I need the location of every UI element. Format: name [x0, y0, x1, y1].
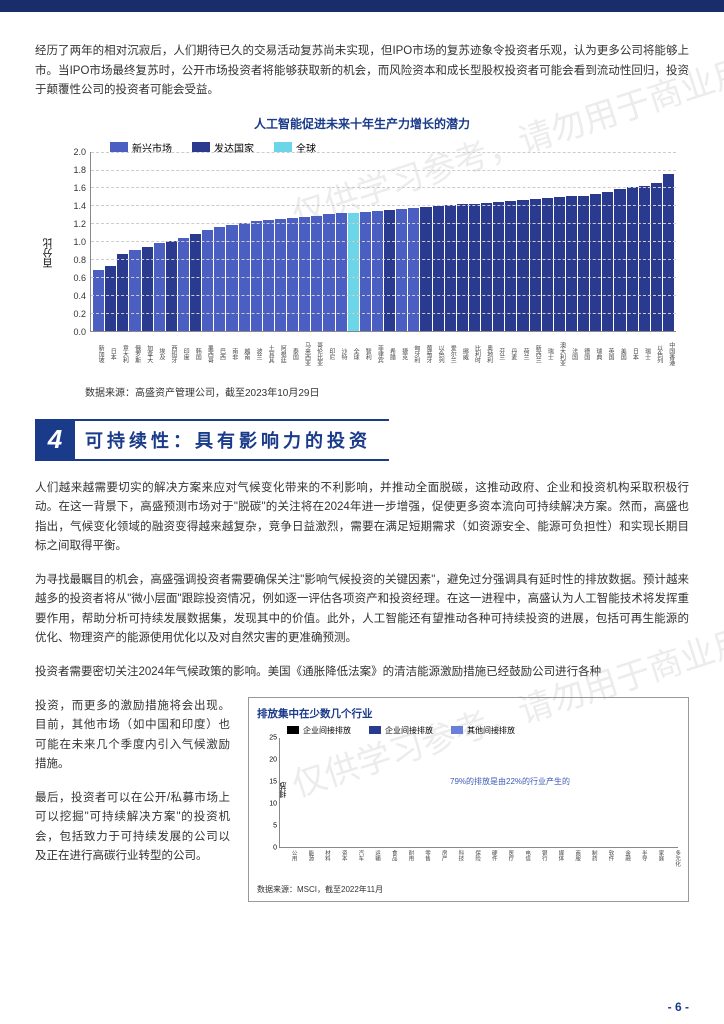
chart2-source: 数据来源：MSCI，截至2022年11月	[257, 884, 680, 895]
page-number: - 6 -	[668, 1000, 689, 1014]
chart1-source: 数据来源：高盛资产管理公司，截至2023年10月29日	[85, 384, 689, 399]
body-paragraph: 最后，投资者可以在公开/私募市场上可以挖掘"可持续解决方案"的投资机会，包括致力…	[35, 789, 230, 867]
chart2: 排放集中在少数几个行业 企业间接排放企业间接排放其他间接排放 排放 051015…	[248, 697, 689, 902]
chart2-legend: 企业间接排放企业间接排放其他间接排放	[287, 725, 680, 736]
intro-paragraph: 经历了两年的相对沉寂后，人们期待已久的交易活动复苏尚未实现，但IPO市场的复苏迹…	[35, 42, 689, 101]
chart1-ylabel: 百分比	[42, 238, 57, 268]
section-title: 可持续性：具有影响力的投资	[75, 419, 389, 461]
chart2-yaxis: 0510152025	[257, 738, 277, 848]
chart1-yaxis: 0.00.20.40.60.81.01.21.41.61.82.0	[58, 152, 86, 332]
body-paragraph: 投资，而更多的激励措施将会出现。目前，其他市场（如中国和印度）也可能在未来几个季…	[35, 697, 230, 775]
chart1-plot	[90, 152, 676, 332]
section-header: 4 可持续性：具有影响力的投资	[35, 419, 689, 461]
section-number: 4	[35, 419, 75, 461]
top-accent-bar	[0, 0, 724, 12]
chart1-xaxis: 新加坡日本意大利俄罗斯加拿大埃及西班牙印度韩国墨西哥巴西南非越南波兰土耳其阿根廷…	[90, 334, 676, 374]
chart1: 新兴市场发达国家全球 百分比 0.00.20.40.60.81.01.21.41…	[40, 138, 684, 378]
body-paragraph: 投资者需要密切关注2024年气候政策的影响。美国《通胀降低法案》的清洁能源激励措…	[35, 663, 689, 683]
chart2-plot: 79%的排放是由22%的行业产生的	[279, 738, 678, 848]
chart2-xaxis: 公用能源材料资本汽车运输食品耐用零售房产科技保险硬件医疗电信银行媒体商服制药软件…	[279, 850, 680, 880]
body-paragraph: 人们越来越需要切实的解决方案来应对气候变化带来的不利影响，并推动全面脱碳，这推动…	[35, 479, 689, 557]
chart1-title: 人工智能促进未来十年生产力增长的潜力	[35, 115, 689, 132]
chart2-title: 排放集中在少数几个行业	[257, 706, 680, 721]
body-paragraph: 为寻找最瞩目的机会，高盛强调投资者需要确保关注"影响气候投资的关键因素"，避免过…	[35, 571, 689, 649]
